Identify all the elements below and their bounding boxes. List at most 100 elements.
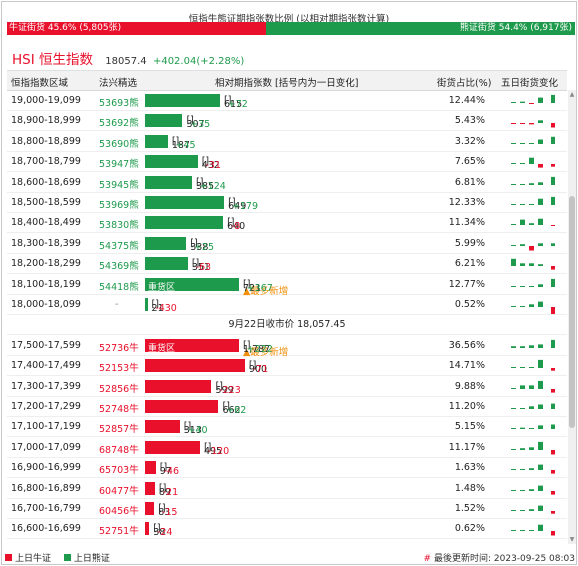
warrant-code-link[interactable]: 54375熊	[99, 240, 139, 252]
warrant-code-link[interactable]: 54418熊	[99, 281, 139, 293]
contracts-bar: 重货区	[145, 338, 239, 354]
warrant-code-link[interactable]: 53692熊	[99, 118, 139, 130]
daily-change: +62	[226, 405, 247, 416]
contracts-value: 338 [+25]	[190, 237, 215, 253]
scrollbar-thumb[interactable]	[569, 196, 575, 428]
outstanding-pct: 1.48%	[454, 482, 485, 494]
warrant-code-link[interactable]: 52857牛	[99, 424, 139, 436]
table-row: 18,000-18,099 - 21 [-430] 0.52%	[7, 295, 567, 315]
sparkline-bar	[529, 530, 534, 532]
contracts-bar	[145, 175, 192, 189]
sparkline-bar	[538, 264, 543, 267]
range-cell: 17,000-17,099	[11, 441, 81, 453]
page-title: 恒指牛熊证期指张数比例 (以相对期指张数计算)	[188, 14, 390, 25]
sparkline-bar	[511, 367, 516, 369]
warrant-code-link[interactable]: 53945熊	[99, 179, 139, 191]
warrant-code-link: -	[115, 299, 119, 310]
contracts-value: 38 [-24]	[153, 523, 173, 539]
sparkline-bar	[529, 157, 534, 165]
warrant-code-link[interactable]: 54369熊	[99, 261, 139, 273]
contracts-value: 351 [-63]	[191, 258, 212, 274]
warrant-code-link[interactable]: 52153牛	[99, 363, 139, 375]
five-day-sparkline	[511, 196, 555, 205]
sparkline-bar	[538, 404, 543, 409]
sparkline-bar	[551, 123, 555, 128]
sparkline-bar	[511, 345, 516, 348]
sparkline-bar	[538, 344, 543, 348]
outstanding-pct: 11.17%	[448, 441, 485, 453]
bull-bear-ratio-bar: 牛证街货 45.6% (5,805张) 熊证街货 54.4% (6,917张)	[7, 22, 575, 35]
five-day-sparkline	[511, 301, 555, 314]
contracts-number: 649	[228, 201, 247, 212]
daily-change: -223	[219, 384, 241, 396]
sparkline-bar	[529, 428, 534, 430]
sparkline-bar	[551, 266, 555, 270]
five-day-sparkline	[511, 403, 555, 409]
contracts-bar	[145, 481, 155, 495]
table-row: 17,100-17,199 52857牛 313 [+40] 5.15%	[7, 417, 567, 438]
last-updated: # 最後更新时间: 2023-09-25 08:03	[423, 554, 575, 564]
outstanding-pct: 5.99%	[454, 237, 485, 249]
contracts-value: 615 [+72]	[224, 95, 248, 110]
table-row: 18,200-18,299 54369熊 351 [-63] 6.21%	[7, 254, 567, 275]
warrant-code-link[interactable]: 53969熊	[99, 200, 139, 211]
outstanding-pct: 5.43%	[454, 115, 485, 127]
sparkline-bar	[551, 470, 555, 474]
outstanding-pct: 1.63%	[454, 462, 485, 474]
contracts-value: ▲最多新增 721 [+367]	[243, 278, 289, 297]
sparkline-bar	[511, 183, 516, 185]
contracts-bar	[145, 379, 212, 393]
table-header: 恒指指数区域 法兴精选 相对期指张数 [括号内为一日变化] 街货占比(%) 五日…	[7, 70, 567, 91]
warrant-code-link[interactable]: 68748牛	[99, 444, 139, 456]
contracts-number: 338	[190, 241, 209, 253]
outstanding-pct: 9.88%	[454, 380, 485, 392]
warrant-code-link[interactable]: 53693熊	[99, 98, 139, 109]
outstanding-pct: 6.81%	[454, 176, 485, 188]
sparkline-bar	[551, 388, 555, 393]
outstanding-pct: 14.71%	[448, 360, 485, 372]
warrant-code-link[interactable]: 52856牛	[99, 383, 139, 395]
scroll-up-icon[interactable]: ▲	[569, 91, 575, 98]
sparkline-bar	[520, 510, 525, 511]
warrant-code-link[interactable]: 60477牛	[99, 485, 139, 497]
warrant-code-link[interactable]: 65703牛	[99, 465, 139, 477]
sparkline-bar	[538, 525, 543, 532]
contracts-value: 89 [-21]	[158, 482, 179, 498]
five-day-sparkline	[511, 424, 555, 430]
sparkline-bar	[551, 176, 555, 185]
outstanding-pct: 5.15%	[454, 421, 485, 433]
sparkline-bar	[529, 223, 534, 226]
table-row: 18,600-18,699 53945熊 385 [+124] 6.81%	[7, 173, 567, 193]
warrant-code-link[interactable]: 52748牛	[99, 404, 139, 415]
range-cell: 17,100-17,199	[11, 421, 81, 433]
sparkline-bar	[511, 102, 516, 103]
warrant-code-link[interactable]: 53830熊	[99, 220, 139, 232]
table-row: 16,800-16,899 60477牛 89 [-21] 1.48%	[7, 479, 567, 499]
range-cell: 16,900-16,999	[11, 462, 81, 474]
sparkline-bar	[511, 408, 516, 409]
warrant-code-link[interactable]: 52751牛	[99, 526, 139, 538]
sparkline-bar	[511, 469, 516, 471]
warrant-code-link[interactable]: 53690熊	[99, 138, 139, 150]
contracts-number: 83	[158, 507, 171, 518]
warrant-code-link[interactable]: 52736牛	[99, 342, 139, 354]
heavy-zone-label: 重货区	[148, 282, 176, 293]
five-day-sparkline	[511, 94, 555, 104]
range-cell: 17,400-17,499	[11, 360, 81, 372]
vertical-scrollbar[interactable]: ▲ ▼	[568, 90, 576, 544]
warrant-code-link[interactable]: 53947熊	[99, 159, 139, 171]
sparkline-bar	[529, 509, 534, 511]
warrant-code-link[interactable]: 60456牛	[99, 506, 139, 517]
sparkline-bar	[529, 245, 534, 251]
table-row: 17,300-17,399 52856牛 599 [-223] 9.88%	[7, 377, 567, 397]
five-day-sparkline	[511, 441, 555, 455]
sparkline-bar	[520, 123, 525, 125]
sparkline-bar	[538, 425, 543, 430]
sparkline-bar	[529, 488, 534, 491]
sparkline-bar	[520, 408, 525, 409]
bear-square-icon	[63, 554, 71, 561]
sparkline-bar	[520, 489, 525, 491]
daily-change: +45	[175, 139, 196, 151]
table-row: 17,400-17,499 52153牛 900 [-71] 14.71%	[7, 356, 567, 377]
scroll-down-icon[interactable]: ▼	[569, 536, 575, 543]
